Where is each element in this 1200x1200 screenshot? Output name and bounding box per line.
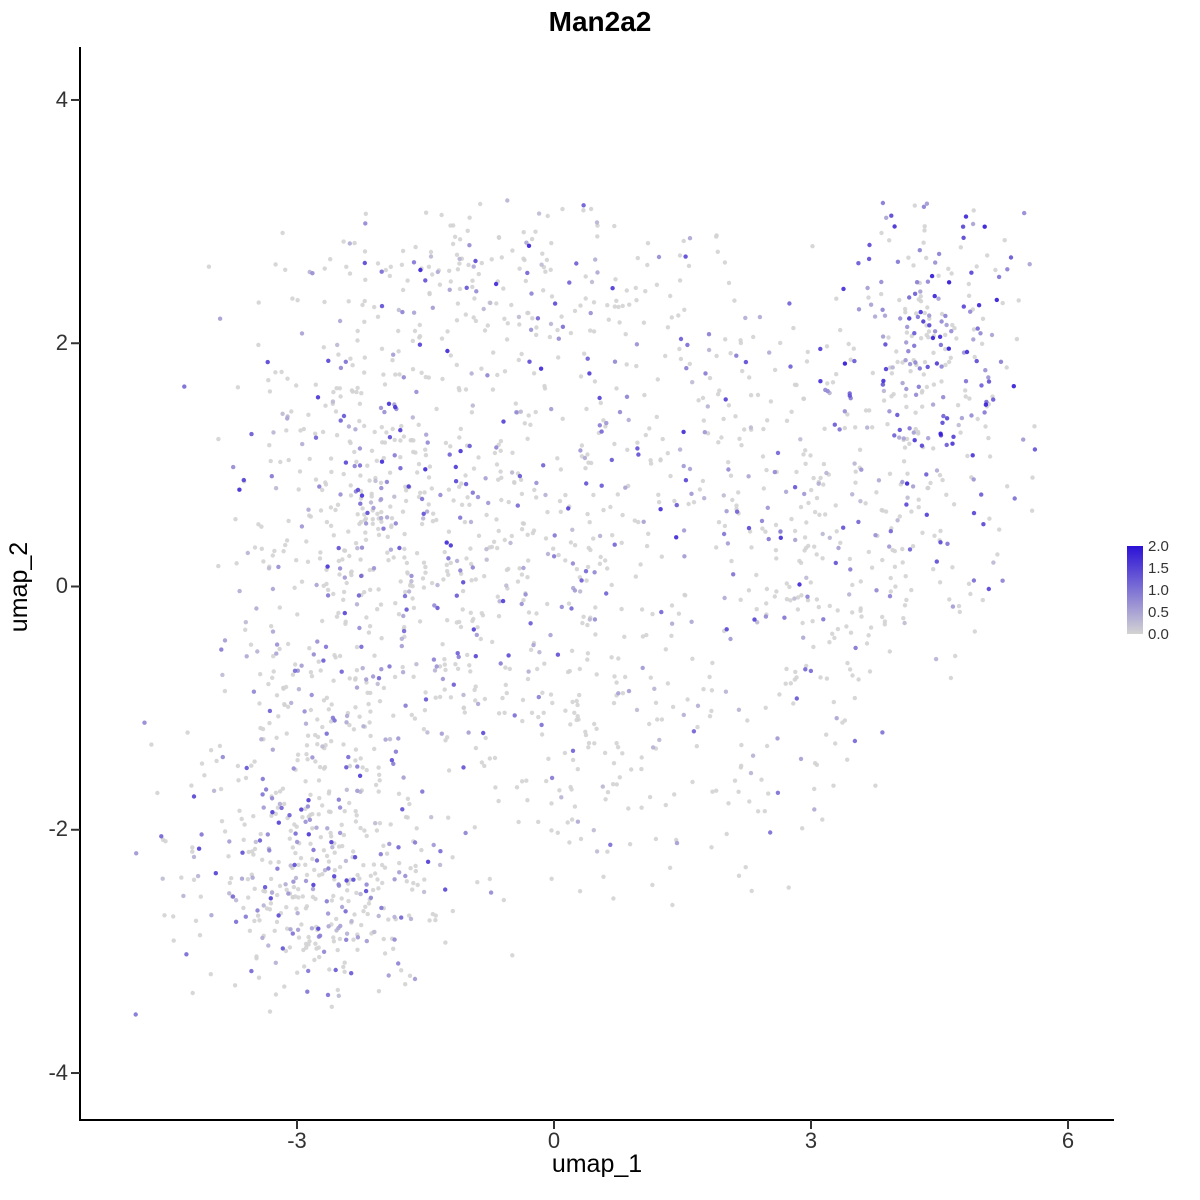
- x-tick-label: 0: [547, 1128, 561, 1153]
- legend-tick-label: 2.0: [1148, 538, 1169, 555]
- y-tick-label: 0: [55, 573, 68, 598]
- axes-lines: [71, 47, 1114, 1129]
- chart-title: Man2a2: [548, 6, 652, 37]
- y-tick-label: 4: [55, 87, 68, 112]
- x-tick-label: 3: [804, 1128, 818, 1153]
- x-tick-label: 6: [1061, 1128, 1075, 1153]
- legend-tick-label: 1.5: [1148, 560, 1169, 577]
- y-tick-label: -2: [48, 816, 68, 841]
- legend-tick-label: 0.5: [1148, 604, 1169, 621]
- y-tick-label: 2: [55, 330, 68, 355]
- scatter-points: [133, 198, 1038, 1017]
- y-axis-title: umap_2: [5, 541, 33, 633]
- colorbar: [1127, 546, 1143, 634]
- legend-tick-label: 1.0: [1148, 582, 1169, 599]
- legend-tick-label: 0.0: [1148, 626, 1169, 643]
- y-tick-label: -4: [48, 1060, 68, 1085]
- x-axis-title: umap_1: [551, 1150, 643, 1178]
- x-tick-label: -3: [287, 1128, 307, 1153]
